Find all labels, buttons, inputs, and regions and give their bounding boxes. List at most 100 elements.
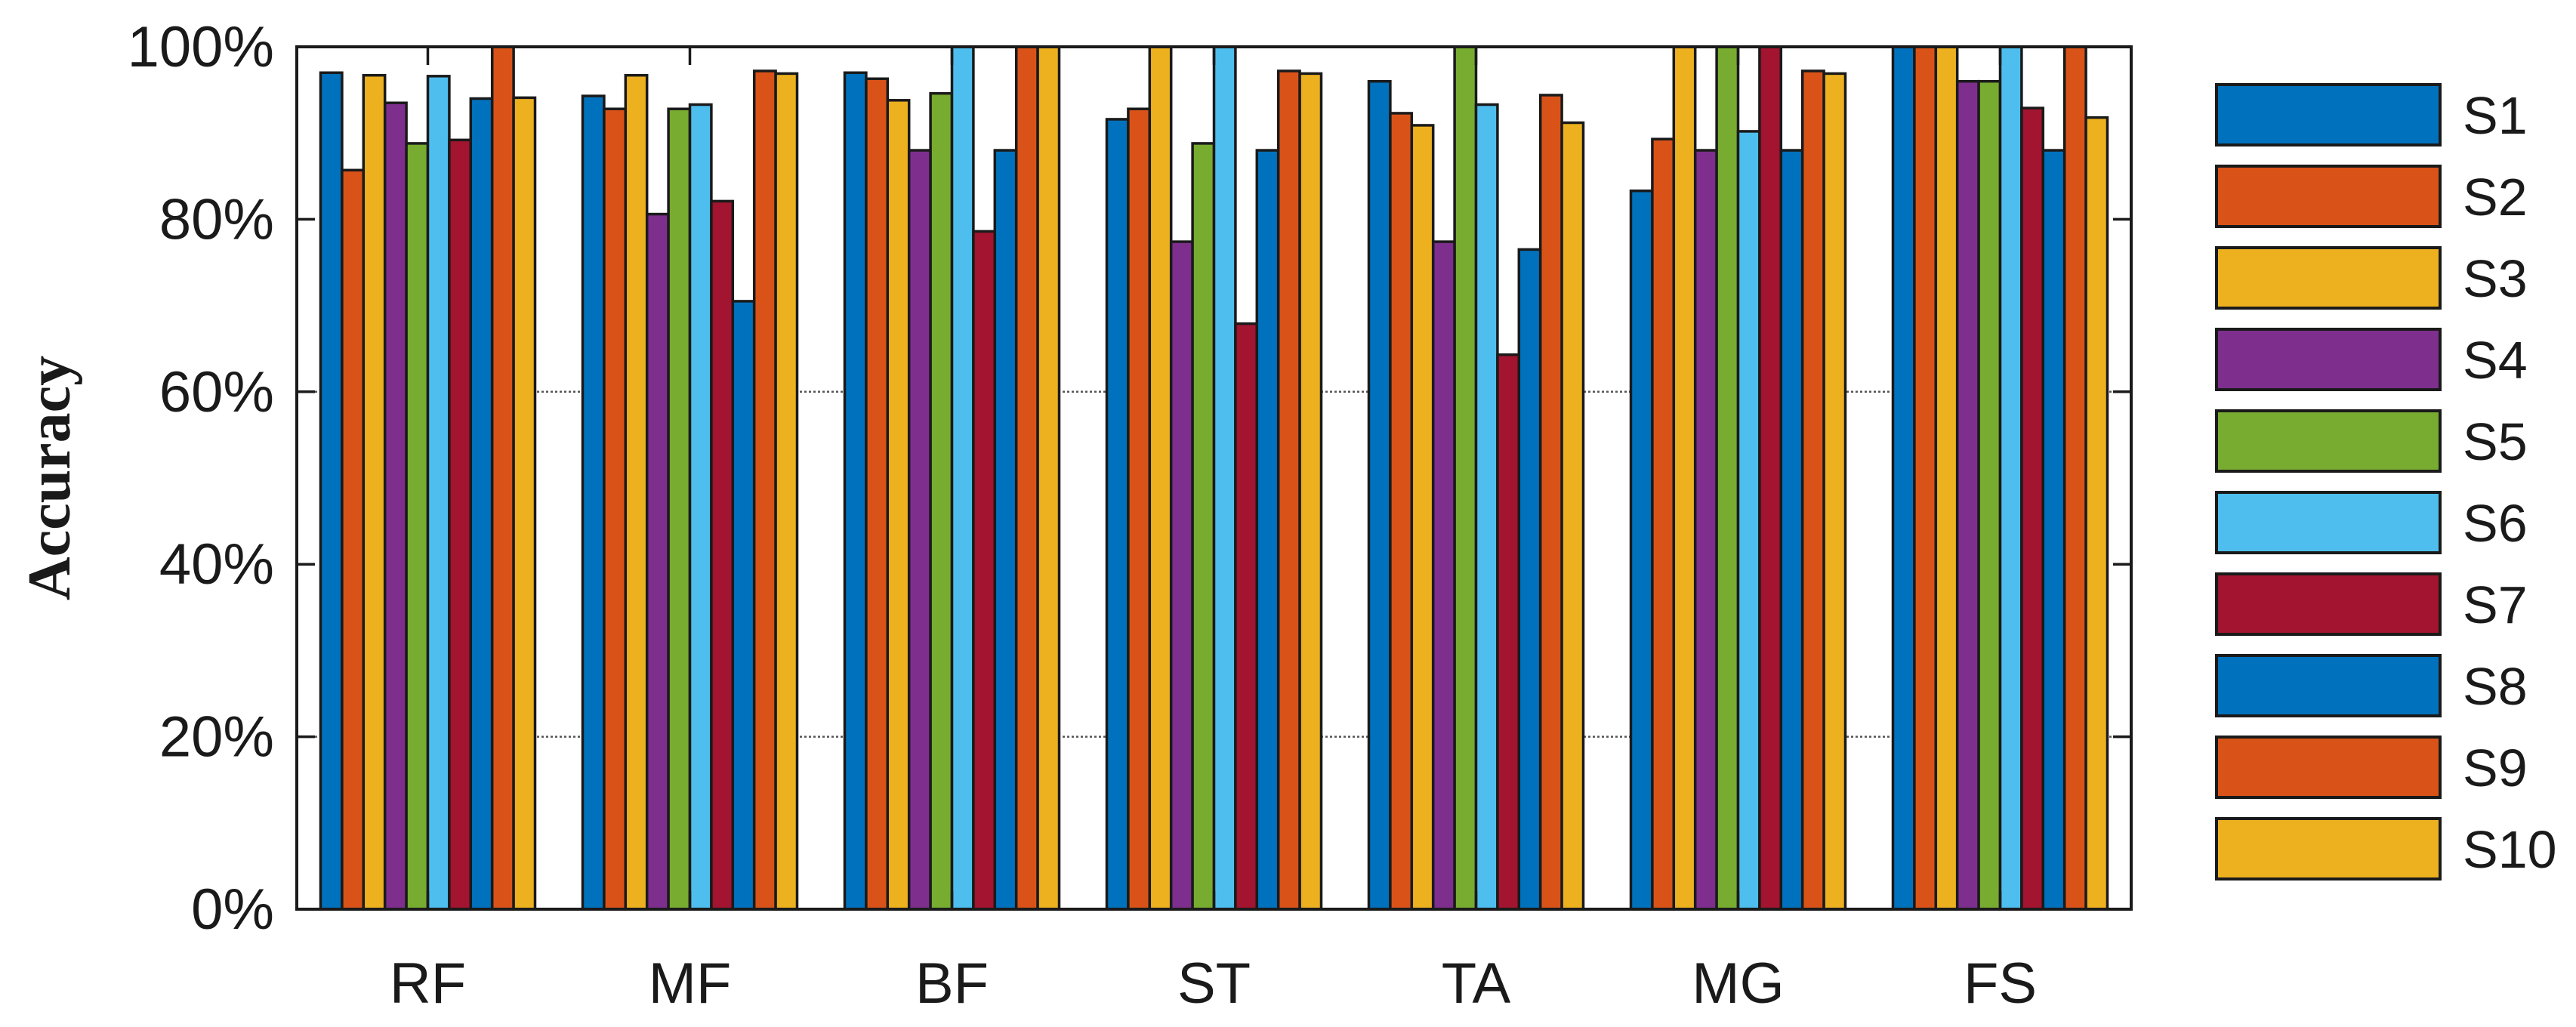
bar-rf-s5 [405,142,430,911]
legend-label-s3: S3 [2463,249,2528,308]
legend-label-s10: S10 [2463,820,2557,879]
bar-bf-s10 [1036,45,1061,911]
bar-st-s4 [1169,240,1194,911]
bar-ta-s6 [1474,103,1499,911]
legend-label-s7: S7 [2463,575,2528,634]
bar-mf-s10 [774,72,799,911]
y-tick-label-100: 100% [128,15,274,79]
bar-st-s7 [1234,322,1259,911]
legend-label-s9: S9 [2463,739,2528,797]
legend-label-s8: S8 [2463,657,2528,716]
x-tick-label-mf: MF [649,951,732,1016]
x-tick-label-fs: FS [1964,951,2037,1016]
bar-mg-s7 [1758,45,1783,911]
legend-swatch-s5 [2215,409,2442,473]
bar-mf-s5 [667,107,692,911]
x-tick-label-ta: TA [1442,951,1511,1016]
bar-mg-s2 [1651,137,1676,911]
legend-swatch-s7 [2215,572,2442,636]
bar-ta-s8 [1517,248,1542,911]
bar-rf-s2 [341,168,366,911]
bar-mf-s7 [710,199,735,911]
bar-st-s9 [1276,69,1301,911]
x-tick-label-st: ST [1177,951,1251,1016]
legend-swatch-s8 [2215,654,2442,717]
bar-fs-s6 [1998,45,2023,911]
bar-mf-s9 [752,69,777,911]
bar-ta-s3 [1410,124,1435,911]
bar-rf-s7 [448,138,473,911]
bar-fs-s4 [1955,79,1980,911]
bar-bf-s7 [972,230,997,911]
bar-mg-s1 [1629,189,1654,911]
bar-fs-s2 [1913,45,1938,911]
legend-swatch-s4 [2215,328,2442,391]
bar-rf-s1 [319,71,344,911]
x-tick-label-mg: MG [1692,951,1784,1016]
bar-mf-s6 [688,103,713,911]
bar-rf-s6 [426,75,451,911]
legend-label-s4: S4 [2463,331,2528,390]
bar-rf-s9 [490,45,515,911]
y-tick-label-0: 0% [191,877,274,942]
bar-bf-s5 [929,91,954,911]
legend: S1 S2 S3 S4 S5 S6 S7 S8 S9 S10 [2215,83,2557,881]
bar-mg-s10 [1822,72,1847,911]
bars [319,45,2109,911]
y-tick-label-80: 80% [159,187,274,251]
bar-bf-s6 [950,45,975,911]
bar-fs-s5 [1977,79,2002,911]
axis-ticks [297,45,2131,911]
x-tick-label-rf: RF [390,951,466,1016]
bar-bf-s9 [1014,45,1039,911]
bar-mg-s4 [1693,149,1718,911]
bar-bf-s8 [993,149,1018,911]
bar-bf-s1 [843,71,868,911]
bar-st-s10 [1298,72,1323,911]
legend-swatch-s3 [2215,246,2442,310]
bar-mf-s1 [581,94,606,911]
bar-st-s1 [1105,118,1130,911]
y-axis-label: Accuracy [17,356,83,600]
y-tick-label-40: 40% [159,532,274,597]
y-tick-label-60: 60% [159,360,274,424]
legend-swatch-s2 [2215,165,2442,228]
legend-label-s5: S5 [2463,412,2528,471]
x-tick-label-bf: BF [915,951,989,1016]
bar-ta-s1 [1367,79,1392,911]
legend-swatch-s10 [2215,817,2442,881]
bar-ta-s4 [1431,240,1456,911]
bar-st-s6 [1212,45,1237,911]
bar-fs-s3 [1934,45,1959,911]
y-tick-label-20: 20% [159,705,274,769]
bar-mg-s9 [1800,69,1825,911]
y-axis-tick-labels: 0% 20% 40% 60% 80% 100% [128,15,274,942]
bar-st-s8 [1255,149,1280,911]
legend-swatch-s1 [2215,83,2442,146]
bar-ta-s2 [1389,112,1414,911]
bar-fs-s10 [2084,116,2109,911]
bar-ta-s7 [1496,353,1521,911]
bar-mf-s3 [624,73,649,911]
bar-fs-s9 [2062,45,2087,911]
legend-swatch-s6 [2215,491,2442,554]
bar-st-s5 [1191,142,1216,911]
legend-label-s6: S6 [2463,494,2528,553]
bar-ta-s10 [1560,121,1585,911]
bar-fs-s1 [1891,45,1916,911]
bar-mg-s8 [1779,149,1804,911]
bar-bf-s2 [865,77,890,911]
bar-mf-s8 [731,300,756,911]
bar-mf-s2 [603,107,628,911]
bar-mg-s6 [1736,130,1761,911]
legend-label-s2: S2 [2463,168,2528,227]
bar-st-s2 [1127,107,1152,911]
bar-mf-s4 [645,212,670,911]
legend-swatch-s9 [2215,736,2442,799]
bar-rf-s10 [512,96,537,911]
legend-label-s1: S1 [2463,86,2528,145]
bar-rf-s4 [383,101,408,911]
bar-ta-s9 [1538,94,1563,911]
bar-mg-s3 [1672,45,1697,911]
